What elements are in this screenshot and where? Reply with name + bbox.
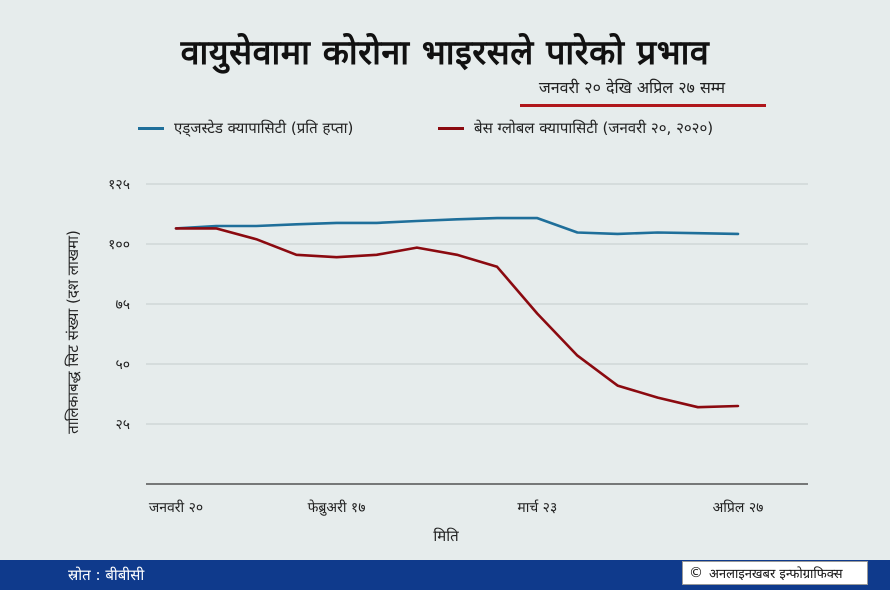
copyright-icon: © xyxy=(689,565,703,581)
legend-swatch-adjusted xyxy=(138,126,164,130)
legend-label-adjusted: एड्जस्टेड क्यापासिटी (प्रति हप्ता) xyxy=(174,119,354,137)
y-tick-label: १०० xyxy=(108,237,130,253)
x-tick-label: अप्रिल २७ xyxy=(713,499,764,516)
legend-swatch-base xyxy=(438,126,464,130)
series-line-2 xyxy=(174,227,740,409)
y-tick-label: १२५ xyxy=(108,177,130,193)
credit-text: अनलाइनखबर इन्फोग्राफिक्स xyxy=(709,567,843,582)
legend-label-base: बेस ग्लोबल क्यापासिटी (जनवरी २०, २०२०) xyxy=(474,119,714,137)
x-tick-label: मार्च २३ xyxy=(517,499,557,516)
x-tick-label: जनवरी २० xyxy=(149,499,203,516)
credit-box: © अनलाइनखबर इन्फोग्राफिक्स xyxy=(682,561,868,585)
x-tick-label: फेब्रुअरी १७ xyxy=(308,499,366,516)
legend-item-base-capacity: बेस ग्लोबल क्यापासिटी (जनवरी २०, २०२०) xyxy=(438,118,713,138)
x-axis-title: मिति xyxy=(433,527,459,545)
y-tick-label: ५० xyxy=(115,357,130,373)
series-line-1 xyxy=(174,216,740,236)
y-tick-label: २५ xyxy=(115,417,130,433)
y-axis-title: तालिकाबद्ध सिट संख्या (दश लाखमा) xyxy=(64,230,82,434)
subtitle-underline xyxy=(520,104,766,107)
line-chart: २५ ५० ७५ १०० १२५ जनवरी २० फेब्रुअरी १७ मार्च २३… xyxy=(64,177,808,545)
chart-title: वायुसेवामा कोरोना भाइरसले पारेको प्रभाव xyxy=(180,33,710,73)
source-text: स्रोत : बीबीसी xyxy=(68,566,145,584)
chart-subtitle: जनवरी २० देखि अप्रिल २७ सम्म xyxy=(538,78,726,97)
legend-item-adjusted-capacity: एड्जस्टेड क्यापासिटी (प्रति हप्ता) xyxy=(138,118,353,138)
y-tick-label: ७५ xyxy=(115,297,130,313)
